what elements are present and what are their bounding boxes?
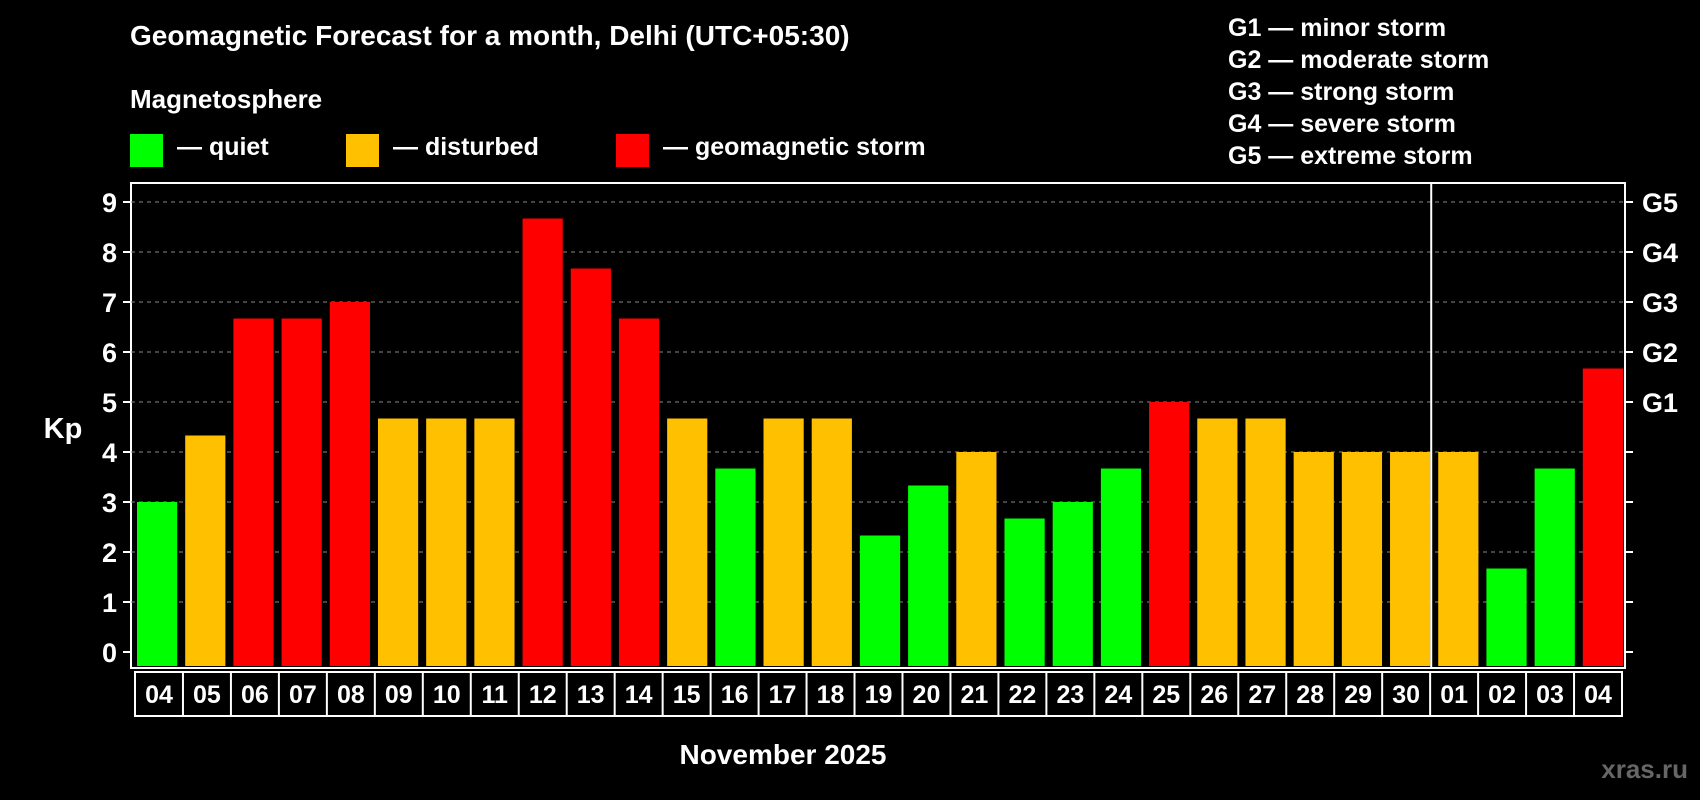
bar-02-28 (1486, 568, 1527, 666)
bar-27-23 (1245, 418, 1286, 666)
x-tick-label-03-29: 03 (1536, 681, 1564, 709)
bar-29-25 (1341, 452, 1383, 666)
bar-22-18 (1004, 518, 1045, 666)
bar-13-9 (570, 268, 611, 666)
bar-21-17 (956, 452, 997, 666)
date-row-frame (134, 671, 1623, 717)
y-tick-label-1: 1 (102, 588, 117, 618)
bar-01-27 (1438, 452, 1479, 666)
x-tick-label-10-6: 10 (433, 681, 461, 709)
g1-description: G1 — minor storm (1228, 14, 1447, 42)
legend-swatch-disturbed (346, 134, 379, 167)
x-tick-label-22-18: 22 (1008, 681, 1036, 709)
bar-17-13 (763, 418, 804, 666)
chart-title: Geomagnetic Forecast for a month, Delhi … (130, 20, 850, 51)
legend-label-quiet: — quiet (177, 133, 269, 161)
right-tick-label-g2: G2 (1642, 338, 1678, 368)
bar-12-8 (522, 218, 563, 666)
bar-15-11 (667, 418, 708, 666)
x-axis-label: November 2025 (679, 739, 886, 770)
y-tick-label-0: 0 (102, 638, 117, 668)
x-tick-label-24-20: 24 (1104, 681, 1132, 709)
bar-19-15 (859, 535, 901, 666)
y-tick-label-4: 4 (102, 438, 117, 468)
x-tick-label-28-24: 28 (1296, 681, 1324, 709)
x-tick-label-05-1: 05 (193, 681, 221, 709)
x-tick-label-09-5: 09 (385, 681, 413, 709)
x-tick-label-15-11: 15 (673, 681, 701, 709)
x-tick-label-17-13: 17 (769, 681, 797, 709)
legend-label-disturbed: — disturbed (393, 133, 539, 161)
right-tick-label-g5: G5 (1642, 188, 1678, 218)
x-tick-label-04-0: 04 (145, 681, 173, 709)
x-tick-label-14-10: 14 (625, 681, 653, 709)
x-tick-label-13-9: 13 (577, 681, 605, 709)
bar-20-16 (908, 485, 949, 666)
bar-11-7 (474, 418, 515, 666)
right-tick-label-g3: G3 (1642, 288, 1678, 318)
bar-30-26 (1390, 452, 1431, 666)
bar-05-1 (185, 435, 226, 666)
y-tick-label-5: 5 (102, 388, 117, 418)
y-tick-label-6: 6 (102, 338, 117, 368)
x-tick-label-30-26: 30 (1392, 681, 1420, 709)
legend-label-storm: — geomagnetic storm (663, 133, 926, 161)
x-tick-label-27-23: 27 (1248, 681, 1276, 709)
x-tick-label-29-25: 29 (1344, 681, 1372, 709)
bar-25-21 (1149, 402, 1190, 666)
y-tick-label-9: 9 (102, 188, 117, 218)
bar-18-14 (811, 418, 852, 666)
x-tick-label-16-12: 16 (721, 681, 749, 709)
x-tick-label-18-14: 18 (817, 681, 845, 709)
g4-description: G4 — severe storm (1228, 110, 1456, 138)
g2-description: G2 — moderate storm (1228, 46, 1490, 74)
bar-24-20 (1100, 468, 1142, 666)
x-tick-label-01-27: 01 (1440, 681, 1468, 709)
bar-16-12 (715, 468, 756, 666)
x-tick-label-08-4: 08 (337, 681, 365, 709)
y-axis-label: Kp (44, 413, 83, 445)
x-tick-label-25-21: 25 (1152, 681, 1180, 709)
x-tick-label-20-16: 20 (913, 681, 941, 709)
y-tick-label-7: 7 (102, 288, 117, 318)
x-tick-label-26-22: 26 (1200, 681, 1228, 709)
x-tick-label-06-2: 06 (241, 681, 269, 709)
bar-04-0 (137, 502, 178, 666)
bar-03-29 (1534, 468, 1575, 666)
bar-09-5 (377, 418, 419, 666)
bar-10-6 (426, 418, 467, 666)
watermark: xras.ru (1601, 754, 1688, 784)
legend-heading: Magnetosphere (130, 84, 323, 114)
bar-28-24 (1293, 452, 1334, 666)
bar-07-3 (281, 318, 322, 666)
x-tick-label-12-8: 12 (529, 681, 557, 709)
x-tick-label-23-19: 23 (1056, 681, 1084, 709)
right-tick-label-g4: G4 (1642, 238, 1678, 268)
x-tick-label-11-7: 11 (482, 681, 509, 709)
legend-swatch-storm (616, 134, 649, 167)
plot-frame (130, 182, 1626, 669)
bar-04-30 (1582, 368, 1623, 666)
x-tick-label-07-3: 07 (289, 681, 317, 709)
g3-description: G3 — strong storm (1228, 78, 1455, 106)
bar-23-19 (1052, 502, 1093, 666)
y-tick-label-2: 2 (102, 538, 117, 568)
y-tick-label-8: 8 (102, 238, 117, 268)
y-tick-label-3: 3 (102, 488, 117, 518)
right-tick-label-g1: G1 (1642, 388, 1678, 418)
x-tick-label-02-28: 02 (1488, 681, 1516, 709)
g5-description: G5 — extreme storm (1228, 142, 1473, 170)
bar-06-2 (233, 318, 274, 666)
legend-swatch-quiet (130, 134, 163, 167)
x-tick-label-21-17: 21 (961, 681, 989, 709)
x-tick-label-19-15: 19 (865, 681, 893, 709)
bar-08-4 (329, 302, 370, 666)
x-tick-label-04-30: 04 (1584, 681, 1612, 709)
bar-26-22 (1197, 418, 1238, 666)
bar-14-10 (618, 318, 660, 666)
